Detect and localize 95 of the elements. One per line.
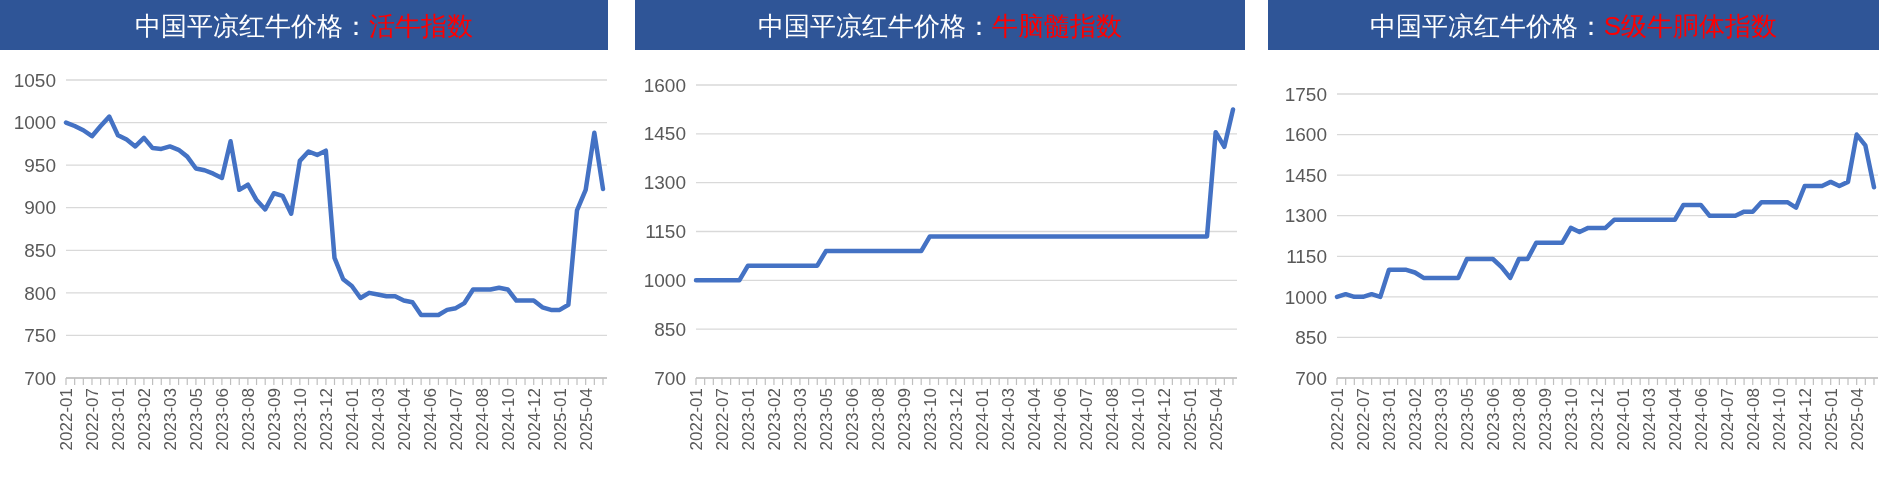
x-tick-label: 2022-07 [82, 388, 102, 451]
y-tick-label: 850 [1295, 327, 1327, 349]
y-tick-label: 1300 [1284, 205, 1327, 227]
y-tick-label: 850 [654, 318, 686, 340]
x-tick-label: 2024-08 [1743, 388, 1763, 451]
x-tick-label: 2022-01 [56, 388, 76, 451]
x-tick-label: 2024-01 [342, 388, 362, 451]
x-tick-label: 2025-04 [1847, 388, 1867, 451]
x-tick-label: 2024-06 [1691, 388, 1711, 451]
x-tick-label: 2023-09 [1535, 388, 1555, 451]
y-tick-label: 1050 [13, 69, 56, 91]
x-tick-label: 2023-06 [1483, 388, 1503, 451]
x-tick-label: 2023-05 [1457, 388, 1477, 451]
chart-title: 中国平凉红牛价格： [1369, 11, 1604, 41]
x-tick-label: 2025-01 [1180, 388, 1200, 451]
x-tick-label: 2022-07 [1353, 388, 1373, 451]
x-tick-label: 2024-03 [998, 388, 1018, 451]
x-tick-label: 2024-04 [1024, 388, 1044, 451]
x-tick-label: 2023-09 [894, 388, 914, 451]
x-tick-label: 2023-10 [1561, 388, 1581, 451]
x-tick-label: 2023-12 [946, 388, 966, 451]
y-tick-label: 1750 [1284, 83, 1327, 105]
y-tick-label: 900 [24, 197, 56, 219]
y-tick-label: 1600 [1284, 124, 1327, 146]
x-tick-label: 2025-04 [1206, 388, 1226, 451]
chart-subtitle: 牛脑髓指数 [992, 11, 1122, 41]
x-tick-label: 2023-08 [1509, 388, 1529, 451]
x-tick-label: 2024-01 [1613, 388, 1633, 451]
x-tick-label: 2025-01 [1821, 388, 1841, 451]
x-tick-label: 2024-12 [524, 388, 544, 451]
y-tick-label: 1000 [1284, 286, 1327, 308]
x-tick-label: 2023-01 [738, 388, 758, 451]
y-tick-label: 700 [654, 367, 686, 389]
x-tick-label: 2023-02 [134, 388, 154, 451]
y-tick-label: 1000 [13, 112, 56, 134]
y-tick-label: 1300 [643, 172, 686, 194]
x-tick-label: 2024-12 [1795, 388, 1815, 451]
x-tick-label: 2023-05 [186, 388, 206, 451]
x-tick-label: 2024-07 [446, 388, 466, 451]
x-tick-label: 2023-08 [238, 388, 258, 451]
chart-title: 中国平凉红牛价格： [758, 11, 992, 41]
x-tick-label: 2024-08 [1102, 388, 1122, 451]
x-tick-label: 2022-01 [686, 388, 706, 451]
x-tick-label: 2023-09 [264, 388, 284, 451]
x-tick-label: 2024-07 [1717, 388, 1737, 451]
y-tick-label: 800 [24, 282, 56, 304]
x-tick-label: 2024-07 [1076, 388, 1096, 451]
x-tick-label: 2024-04 [1665, 388, 1685, 451]
y-tick-label: 700 [1295, 367, 1327, 389]
x-tick-label: 2024-01 [972, 388, 992, 451]
x-tick-label: 2023-06 [842, 388, 862, 451]
x-tick-label: 2023-03 [790, 388, 810, 451]
y-tick-label: 1450 [1284, 164, 1327, 186]
line-series [693, 107, 1236, 283]
x-tick-label: 2023-02 [1405, 388, 1425, 451]
x-tick-label: 2024-06 [1050, 388, 1070, 451]
line-series [63, 114, 606, 318]
x-tick-label: 2023-02 [764, 388, 784, 451]
x-tick-label: 2025-04 [576, 388, 596, 451]
x-tick-label: 2024-10 [1769, 388, 1789, 451]
x-tick-label: 2023-08 [868, 388, 888, 451]
line-series [1334, 132, 1877, 300]
x-tick-label: 2023-06 [212, 388, 232, 451]
y-tick-label: 950 [24, 154, 56, 176]
x-tick-label: 2024-03 [1639, 388, 1659, 451]
x-tick-label: 2024-08 [472, 388, 492, 451]
y-tick-label: 750 [24, 325, 56, 347]
y-tick-label: 1600 [643, 74, 686, 96]
x-tick-label: 2024-03 [368, 388, 388, 451]
x-tick-label: 2023-01 [108, 388, 128, 451]
x-tick-label: 2023-03 [1431, 388, 1451, 451]
x-tick-label: 2023-05 [816, 388, 836, 451]
y-tick-label: 1000 [643, 269, 686, 291]
x-tick-label: 2023-12 [1587, 388, 1607, 451]
y-tick-label: 1450 [643, 123, 686, 145]
x-tick-label: 2024-10 [498, 388, 518, 451]
x-tick-label: 2023-10 [920, 388, 940, 451]
x-tick-label: 2024-04 [394, 388, 414, 451]
y-tick-label: 850 [24, 239, 56, 261]
chart-subtitle: 活牛指数 [369, 11, 473, 41]
y-tick-label: 700 [24, 367, 56, 389]
x-tick-label: 2024-06 [420, 388, 440, 451]
x-tick-label: 2024-12 [1154, 388, 1174, 451]
x-tick-label: 2022-07 [712, 388, 732, 451]
chart-title: 中国平凉红牛价格： [135, 11, 369, 41]
y-tick-label: 1150 [1286, 245, 1327, 267]
chart-subtitle: S级牛胴体指数 [1603, 11, 1778, 41]
y-tick-label: 1150 [645, 221, 686, 243]
x-tick-label: 2024-10 [1128, 388, 1148, 451]
x-tick-label: 2023-10 [290, 388, 310, 451]
x-tick-label: 2023-01 [1379, 388, 1399, 451]
x-tick-label: 2022-01 [1327, 388, 1347, 451]
x-tick-label: 2025-01 [550, 388, 570, 451]
x-tick-label: 2023-03 [160, 388, 180, 451]
x-tick-label: 2023-12 [316, 388, 336, 451]
